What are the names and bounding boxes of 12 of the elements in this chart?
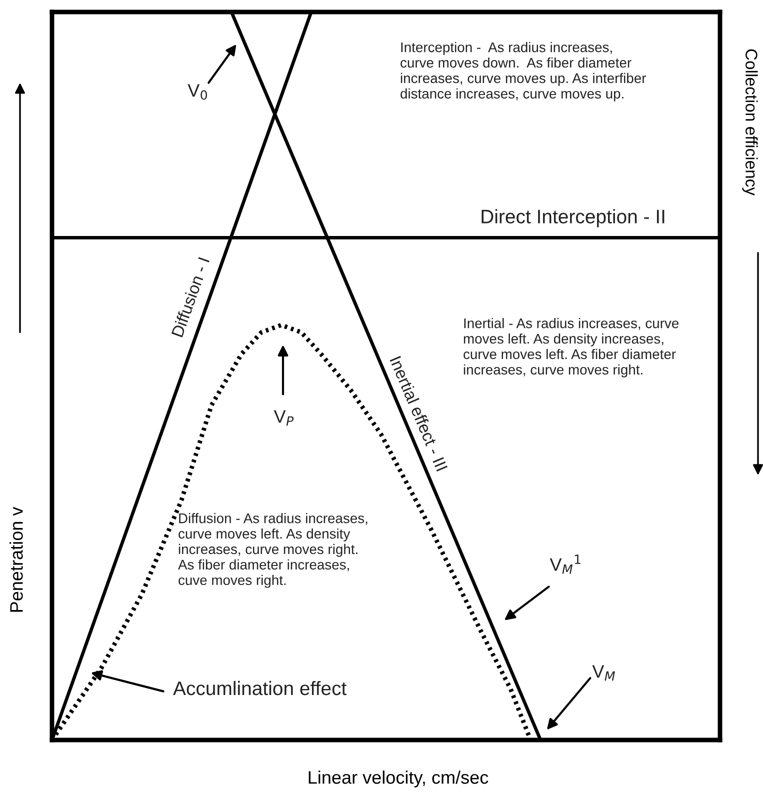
y-axis-title: Penetration v — [10, 506, 23, 612]
annotation: Diffusion - As radius increases, curve moves left. As density increases, curve moves right. As fiber diameter increases, cuve moves right. — [178, 513, 368, 588]
x-axis-title: Linear velocity, cm/sec — [308, 770, 488, 788]
annotation: V$_{0}$ — [188, 84, 208, 100]
annotation: V$_{M}$$^{1}$ — [550, 554, 580, 574]
y2-axis-title: Collection efficiency — [742, 49, 758, 196]
annotation: Accumlination effect — [173, 680, 347, 696]
annotation: Inertial - As radius increases, curve moves left. As density increases, curve moves left. As fiber diameter increases, curve moves right. — [464, 318, 679, 378]
series-label: Direct Interception - II — [482, 209, 664, 228]
annotation: V$_{M}$ — [592, 665, 615, 681]
annotation: V$_{P}$ — [274, 410, 294, 426]
annotation: Interception - As radius increases, curve moves down. As fiber diameter increases, curve moves up. As interfiber distance increases, curve moves up. — [400, 42, 646, 102]
